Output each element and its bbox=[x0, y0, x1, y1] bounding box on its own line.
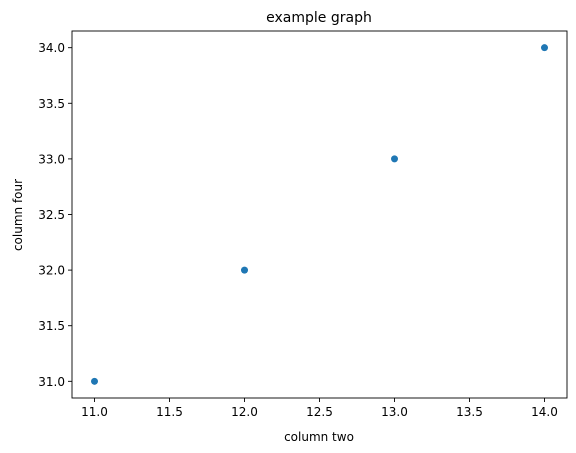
x-tick-label: 13.0 bbox=[381, 405, 408, 419]
x-tick-label: 13.5 bbox=[456, 405, 483, 419]
x-tick-label: 11.5 bbox=[156, 405, 183, 419]
x-tick-label: 11.0 bbox=[81, 405, 108, 419]
data-point bbox=[391, 155, 398, 163]
x-axis-ticks: 11.0 11.5 12.0 12.5 13.0 13.5 14.0 bbox=[81, 398, 558, 419]
chart-title: example graph bbox=[266, 10, 372, 26]
data-point bbox=[541, 44, 548, 52]
y-tick-label: 33.0 bbox=[38, 152, 65, 166]
plot-area-frame bbox=[71, 30, 568, 399]
x-tick-label: 12.0 bbox=[231, 405, 258, 419]
x-tick-label: 14.0 bbox=[531, 405, 558, 419]
y-tick-label: 31.5 bbox=[38, 319, 65, 333]
y-tick-label: 33.5 bbox=[38, 97, 65, 111]
x-tick-label: 12.5 bbox=[306, 405, 333, 419]
x-axis-label: column two bbox=[284, 430, 354, 444]
y-tick-label: 34.0 bbox=[38, 41, 65, 55]
data-points bbox=[91, 44, 548, 385]
y-tick-label: 31.0 bbox=[38, 375, 65, 389]
data-point bbox=[241, 266, 248, 274]
y-axis-ticks: 31.0 31.5 32.0 32.5 33.0 33.5 34.0 bbox=[38, 41, 72, 389]
y-tick-label: 32.5 bbox=[38, 208, 65, 222]
y-tick-label: 32.0 bbox=[38, 264, 65, 278]
y-axis-label: column four bbox=[11, 179, 25, 251]
data-point bbox=[91, 377, 98, 385]
